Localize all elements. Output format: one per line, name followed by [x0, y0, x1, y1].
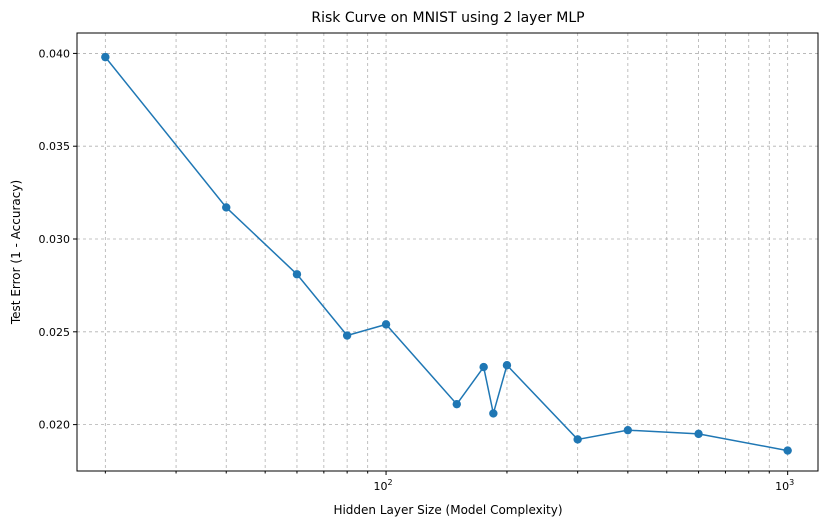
x-tick-label: 102 — [374, 478, 393, 493]
y-tick-label: 0.040 — [39, 47, 71, 60]
data-point — [292, 270, 302, 279]
y-tick-label: 0.035 — [39, 140, 71, 153]
data-point — [479, 362, 488, 372]
y-tick-label: 0.025 — [39, 326, 71, 339]
x-tick-label-exponent: 2 — [388, 478, 393, 487]
y-tick-label: 0.030 — [39, 233, 71, 246]
data-point — [573, 435, 582, 444]
data-point — [381, 320, 391, 329]
y-axis-label: Test Error (1 - Accuracy) — [9, 180, 23, 325]
x-tick-label: 103 — [775, 478, 794, 493]
x-tick-label-exponent: 3 — [789, 478, 794, 487]
data-point — [623, 425, 633, 435]
data-point — [222, 203, 231, 212]
data-point — [452, 399, 461, 409]
x-tick-label-base: 10 — [374, 480, 388, 493]
series-line — [104, 56, 788, 452]
data-point — [694, 429, 703, 439]
data-point — [342, 331, 352, 340]
plot-frame — [76, 32, 819, 472]
x-tick-label-base: 10 — [775, 480, 789, 493]
chart-title: Risk Curve on MNIST using 2 layer MLP — [311, 10, 584, 26]
data-point — [489, 409, 498, 418]
data-point — [783, 446, 792, 455]
points-layer — [101, 52, 792, 455]
data-point — [101, 52, 110, 62]
x-axis-label: Hidden Layer Size (Model Complexity) — [333, 503, 562, 517]
data-point — [502, 361, 512, 370]
grid-layer — [77, 33, 818, 471]
y-tick-label: 0.020 — [39, 419, 71, 432]
